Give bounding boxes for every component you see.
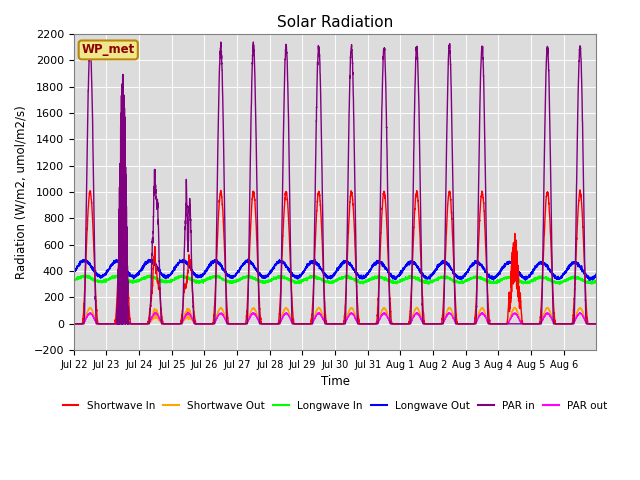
Longwave In bbox=[355, 279, 362, 285]
Shortwave In bbox=[478, 190, 486, 195]
Longwave Out bbox=[518, 274, 525, 280]
Shortwave Out bbox=[179, 319, 186, 325]
PAR out bbox=[250, 310, 257, 315]
Shortwave Out bbox=[504, 320, 511, 325]
Shortwave In bbox=[70, 321, 77, 327]
PAR out bbox=[518, 320, 525, 326]
PAR in bbox=[383, 109, 390, 115]
PAR in bbox=[355, 321, 362, 327]
PAR out bbox=[383, 312, 390, 318]
Longwave Out bbox=[586, 277, 593, 283]
Title: Solar Radiation: Solar Radiation bbox=[277, 15, 393, 30]
Shortwave In bbox=[576, 187, 584, 193]
Longwave In bbox=[344, 272, 352, 278]
PAR in bbox=[217, 39, 225, 45]
Shortwave In bbox=[518, 308, 525, 314]
Longwave In bbox=[593, 278, 600, 284]
Longwave Out bbox=[70, 269, 77, 275]
Line: Shortwave Out: Shortwave Out bbox=[74, 307, 596, 324]
Shortwave Out bbox=[511, 304, 518, 310]
Line: Longwave In: Longwave In bbox=[74, 275, 596, 284]
Line: Longwave Out: Longwave Out bbox=[74, 259, 596, 280]
Longwave Out bbox=[179, 258, 186, 264]
PAR in bbox=[70, 321, 77, 327]
PAR out bbox=[504, 321, 512, 326]
Longwave Out bbox=[383, 266, 390, 272]
Longwave Out bbox=[593, 271, 600, 276]
Longwave In bbox=[179, 274, 186, 279]
X-axis label: Time: Time bbox=[321, 375, 349, 388]
PAR out bbox=[179, 319, 186, 325]
PAR in bbox=[179, 320, 186, 326]
Shortwave In bbox=[593, 321, 600, 327]
Longwave In bbox=[518, 279, 525, 285]
PAR out bbox=[70, 321, 77, 327]
Longwave In bbox=[504, 275, 512, 280]
Shortwave Out bbox=[478, 305, 486, 311]
Longwave In bbox=[479, 276, 486, 282]
PAR in bbox=[593, 321, 600, 327]
Longwave In bbox=[70, 278, 77, 284]
Longwave Out bbox=[311, 256, 319, 262]
Shortwave Out bbox=[355, 320, 362, 325]
Shortwave Out bbox=[593, 321, 600, 327]
Shortwave Out bbox=[70, 321, 77, 327]
Shortwave In bbox=[504, 315, 511, 321]
Line: Shortwave In: Shortwave In bbox=[74, 190, 596, 324]
PAR in bbox=[518, 321, 525, 327]
PAR out bbox=[355, 320, 362, 326]
Shortwave In bbox=[382, 209, 390, 215]
Longwave In bbox=[383, 276, 390, 281]
Longwave In bbox=[588, 281, 596, 287]
Longwave Out bbox=[504, 260, 512, 265]
Longwave Out bbox=[355, 271, 362, 277]
Y-axis label: Radiation (W/m2, umol/m2/s): Radiation (W/m2, umol/m2/s) bbox=[15, 105, 28, 279]
Line: PAR in: PAR in bbox=[74, 42, 596, 324]
Legend: Shortwave In, Shortwave Out, Longwave In, Longwave Out, PAR in, PAR out: Shortwave In, Shortwave Out, Longwave In… bbox=[58, 396, 612, 415]
Shortwave In bbox=[179, 312, 186, 318]
PAR out bbox=[593, 321, 600, 327]
PAR out bbox=[479, 311, 486, 316]
PAR in bbox=[479, 50, 486, 56]
Shortwave In bbox=[355, 312, 362, 318]
Text: WP_met: WP_met bbox=[82, 43, 135, 57]
Shortwave Out bbox=[382, 307, 390, 313]
Shortwave Out bbox=[518, 319, 525, 325]
PAR in bbox=[504, 321, 512, 327]
Longwave Out bbox=[479, 265, 486, 271]
Line: PAR out: PAR out bbox=[74, 312, 596, 324]
